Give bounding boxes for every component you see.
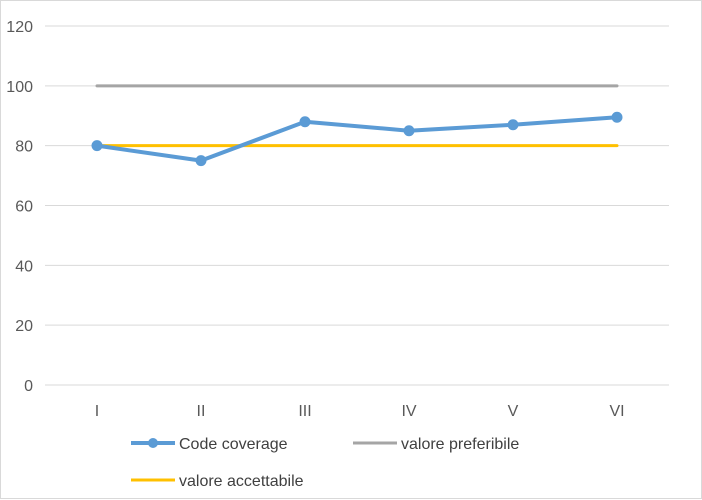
data-point (403, 125, 415, 137)
y-axis-tick-labels: 0 20 40 60 80 100 120 (6, 19, 33, 395)
legend: Code coverage valore preferibile valore ac… (131, 436, 519, 490)
legend-label-2: valore accettabile (179, 473, 304, 490)
gridlines (45, 25, 669, 386)
data-markers (91, 111, 623, 167)
legend-label-0: Code coverage (179, 436, 288, 453)
y-tick-label: 80 (15, 139, 33, 156)
data-point (507, 119, 519, 131)
x-tick-label: IV (401, 403, 416, 420)
x-tick-label: VI (609, 403, 624, 420)
x-tick-label: V (508, 403, 519, 420)
y-tick-label: 0 (24, 378, 33, 395)
y-tick-label: 120 (6, 19, 33, 36)
x-axis-tick-labels: I II III IV V VI (95, 403, 625, 420)
y-tick-label: 100 (6, 79, 33, 96)
data-point (195, 155, 207, 167)
data-point (611, 111, 623, 123)
data-point (91, 140, 103, 152)
x-tick-label: I (95, 403, 99, 420)
series-lines (95, 84, 619, 163)
legend-marker (148, 438, 158, 448)
x-tick-label: II (197, 403, 206, 420)
y-tick-label: 60 (15, 199, 33, 216)
data-point (299, 116, 311, 128)
series-line-0 (95, 115, 619, 163)
y-tick-label: 20 (15, 318, 33, 335)
y-tick-label: 40 (15, 258, 33, 275)
x-tick-label: III (298, 403, 311, 420)
legend-label-1: valore preferibile (401, 436, 519, 453)
